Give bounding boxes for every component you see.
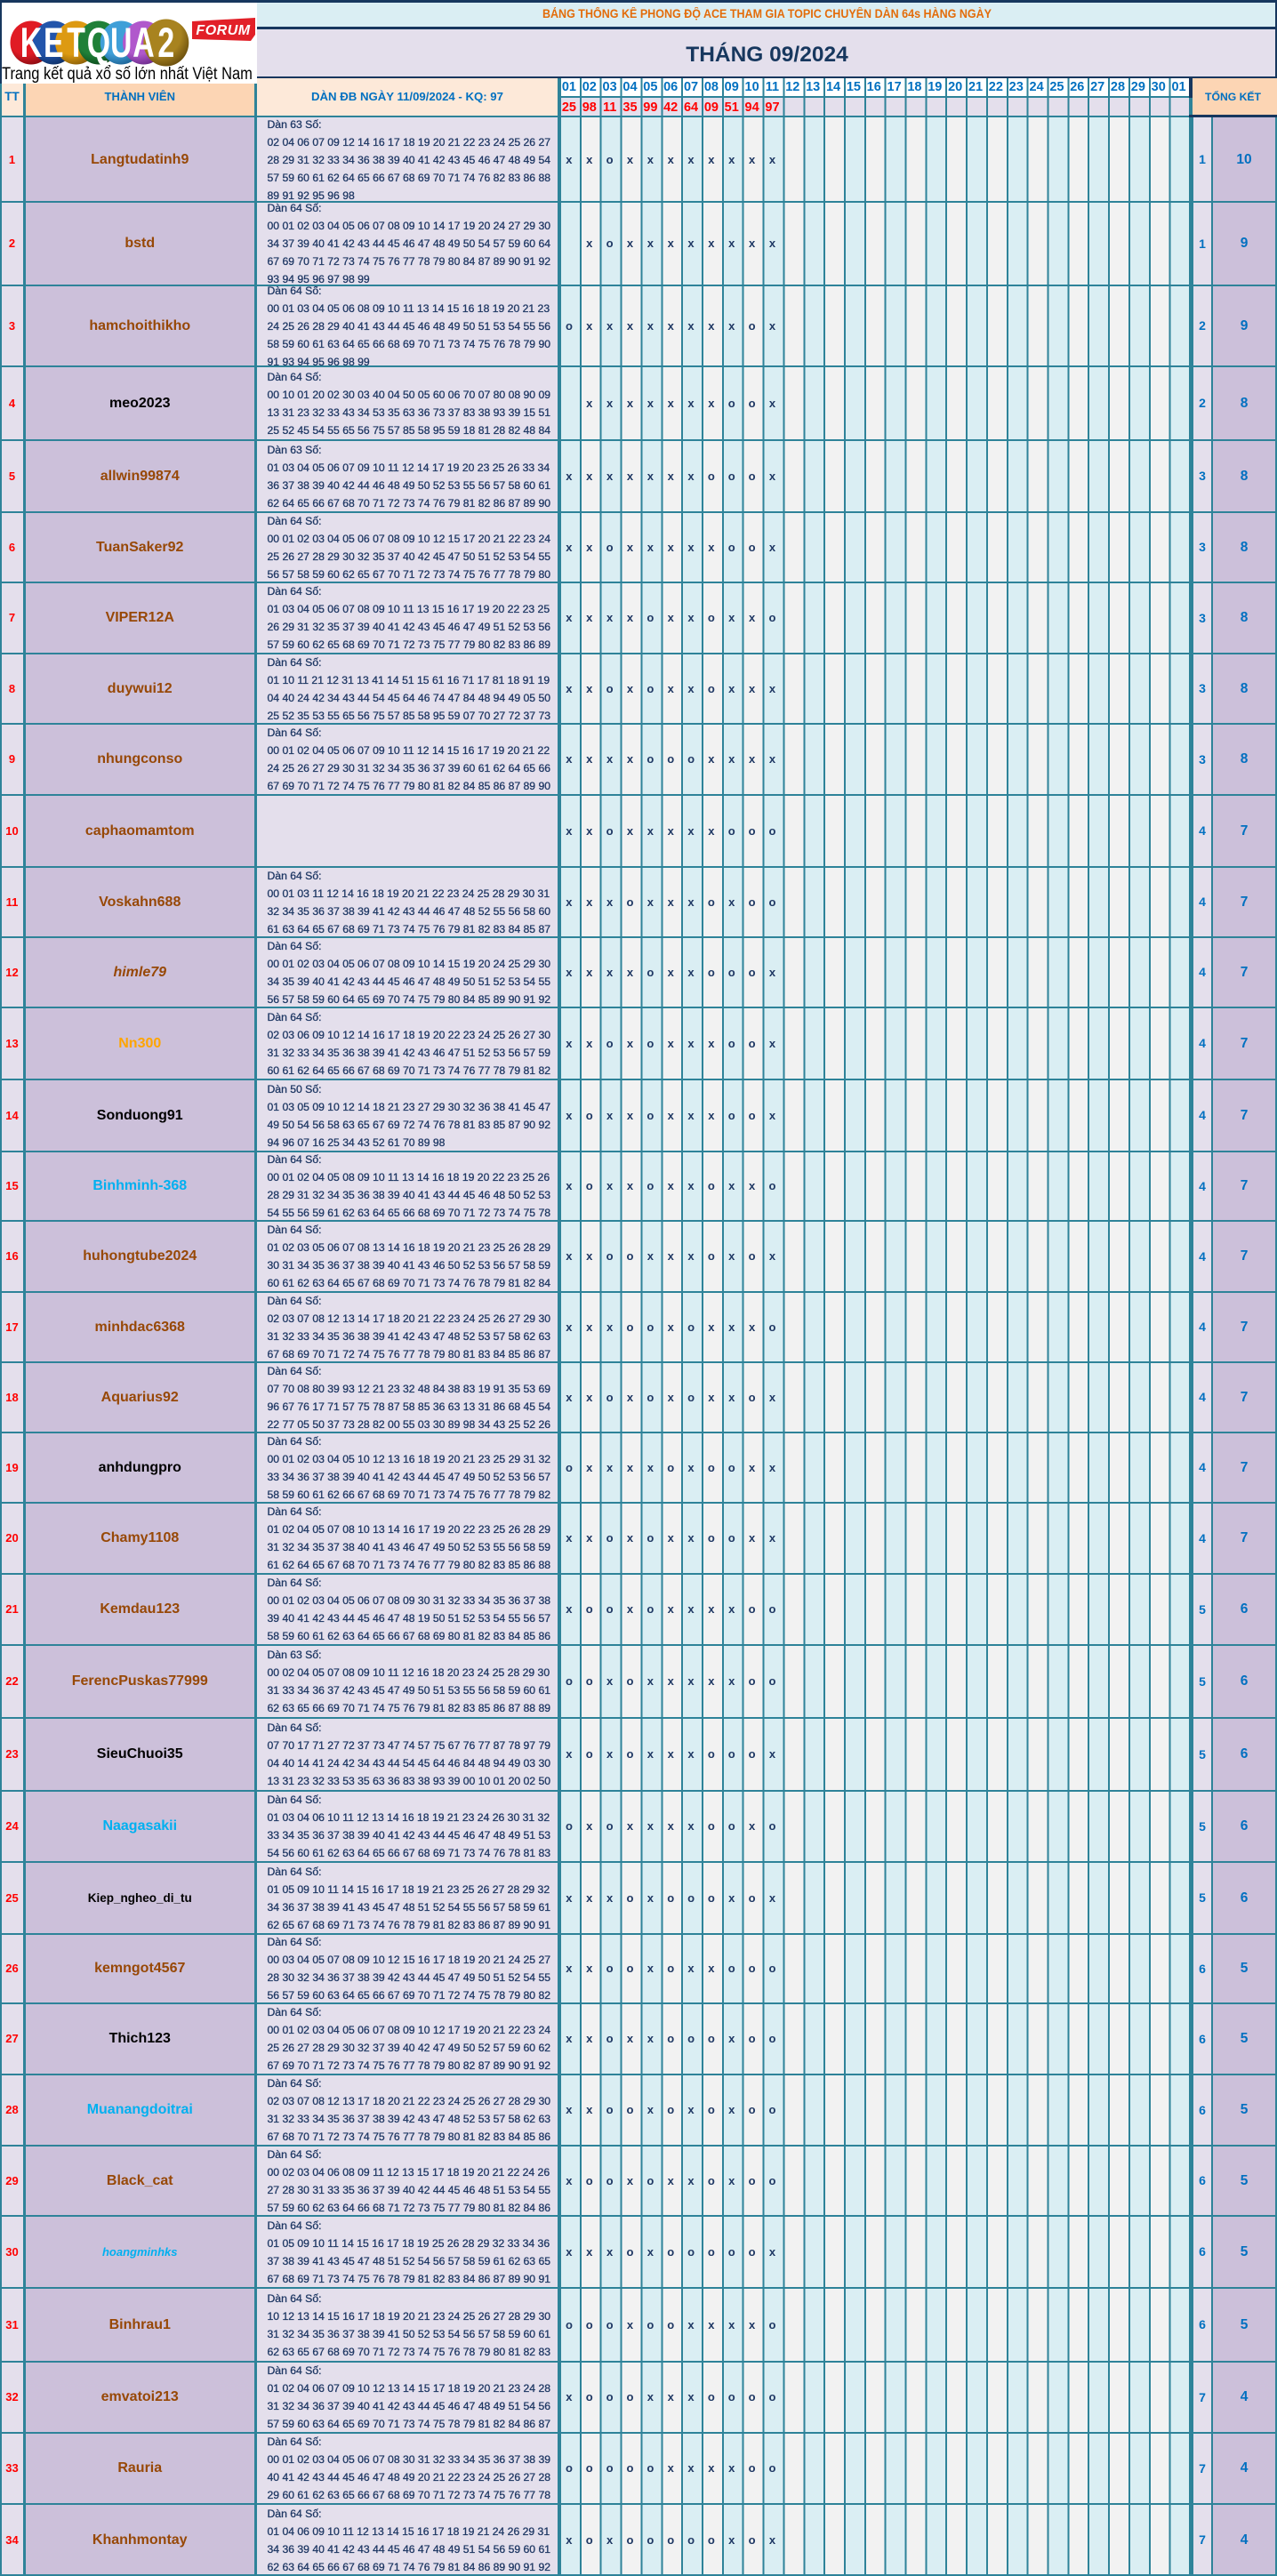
- svg-text:Q: Q: [87, 20, 110, 67]
- svg-text:E: E: [44, 20, 64, 67]
- svg-text:FORUM: FORUM: [196, 23, 250, 38]
- svg-text:2: 2: [157, 20, 174, 67]
- svg-text:A: A: [133, 20, 154, 67]
- svg-text:T: T: [67, 20, 85, 67]
- svg-text:K: K: [20, 20, 43, 67]
- svg-text:U: U: [110, 20, 132, 67]
